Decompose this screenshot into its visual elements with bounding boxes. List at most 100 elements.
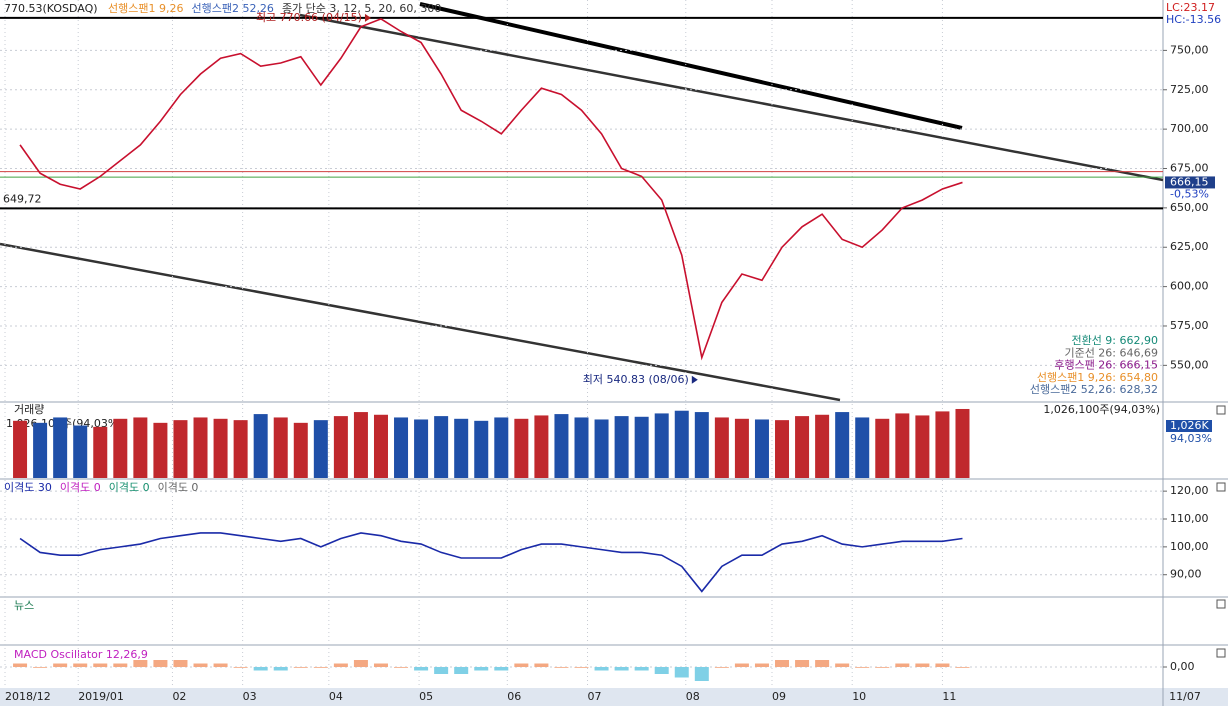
oscillator-bar [474, 667, 489, 671]
oscillator-bar [754, 663, 769, 667]
volume-bar [353, 412, 368, 478]
volume-box-ratio: 94,03% [1170, 432, 1212, 445]
oscillator-bar [795, 660, 810, 667]
indicator-label: 선행스팬2 52,26: 628,32 [1030, 383, 1158, 396]
volume-bar [915, 415, 930, 478]
volume-bar [534, 415, 549, 478]
oscillator-bar [514, 663, 529, 667]
close-icon[interactable] [1216, 599, 1226, 609]
volume-bar [614, 416, 629, 478]
indicator-label: 기준선 26: 646,69 [1064, 346, 1158, 359]
indicator-label: 전환선 9: 662,90 [1071, 334, 1158, 347]
lc-label: LC:23.17 [1166, 1, 1215, 14]
oscillator-bar [955, 667, 970, 668]
volume-bar [514, 418, 529, 478]
volume-bar [33, 422, 48, 478]
legend-entry: 이격도 0 [158, 481, 199, 494]
oscillator-bar [694, 667, 709, 681]
oscillator-bar [414, 667, 429, 671]
oscillator-bar [394, 667, 409, 668]
oscillator-bar [93, 663, 108, 667]
volume-bar [173, 420, 188, 478]
macd-title: MACD Oscillator 12,26,9 [14, 648, 148, 661]
oscillator-bar [835, 663, 850, 667]
volume-bar [875, 418, 890, 478]
volume-bar [153, 422, 168, 478]
x-tick-label: 08 [686, 690, 700, 703]
trend-line [419, 2, 963, 130]
oscillator-bar [133, 660, 148, 667]
x-tick-label: 06 [507, 690, 521, 703]
indicator-label: 후행스팬 26: 666,15 [1054, 359, 1158, 372]
annotation-marker [364, 13, 371, 22]
oscillator-bar [53, 663, 68, 667]
oscillator-bar [614, 667, 629, 671]
indicator-label: 선행스팬1 9,26: 654,80 [1037, 371, 1158, 384]
volume-bar [454, 418, 469, 478]
oscillator-bar [494, 667, 509, 671]
volume-bar [293, 422, 308, 478]
volume-bar [494, 417, 509, 478]
oscillator-bar [634, 667, 649, 671]
volume-box-label: 1,026K [1170, 419, 1209, 432]
oscillator-bar [855, 667, 870, 668]
reference-label: 649,72 [3, 192, 42, 205]
oscillator-bar [594, 667, 609, 671]
volume-bar [634, 416, 649, 478]
y-tick-label: 575,00 [1170, 319, 1209, 332]
volume-bar [895, 413, 910, 478]
oscillator-bar [213, 663, 228, 667]
volume-bar [313, 420, 328, 478]
volume-bar [474, 420, 489, 478]
oscillator-bar [654, 667, 669, 674]
x-tick-label: 03 [243, 690, 257, 703]
volume-bar [955, 408, 970, 478]
volume-bar [233, 420, 248, 478]
oscillator-bar [714, 667, 729, 668]
annotation: 최고 770.66 (04/15) [256, 11, 362, 24]
x-tick-label: 09 [772, 690, 786, 703]
volume-bar [574, 417, 589, 478]
close-icon[interactable] [1216, 648, 1226, 658]
x-tick-label: 04 [329, 690, 343, 703]
last-price-box [1165, 176, 1215, 189]
legend-entry: 선행스팬2 52,26 [191, 2, 273, 15]
oscillator-bar [13, 663, 28, 667]
oscillator-bar [454, 667, 469, 674]
oscillator-bar [935, 663, 950, 667]
oscillator-bar [574, 667, 589, 668]
legend-entry: 종가 단순 3, 12, 5, 20, 60, 300 [282, 2, 441, 15]
y-tick-label: 90,00 [1170, 568, 1202, 581]
y-tick-label: 675,00 [1170, 162, 1209, 175]
volume-bar [113, 418, 128, 478]
oscillator-bar [293, 667, 308, 668]
series-line [19, 532, 963, 593]
series-line [19, 18, 963, 361]
volume-bar [53, 417, 68, 478]
x-tick-label: 11 [942, 690, 956, 703]
x-tick-label: 2018/12 [5, 690, 51, 703]
last-price-label: 666,15 [1170, 175, 1209, 188]
volume-bar [935, 411, 950, 478]
volume-bar [734, 418, 749, 478]
oscillator-bar [915, 663, 930, 667]
hc-label: HC:-13.56 [1166, 13, 1221, 26]
legend-entry: 이격도 30 [4, 481, 52, 494]
legend-entry: 선행스팬1 9,26 [108, 2, 183, 15]
x-tick-label: 10 [852, 690, 866, 703]
close-icon[interactable] [1216, 482, 1226, 492]
oscillator-bar [554, 667, 569, 668]
oscillator-bar [113, 663, 128, 667]
close-icon[interactable] [1216, 405, 1226, 415]
volume-bar [815, 414, 830, 478]
legend-entry: 이격도 0 [60, 481, 101, 494]
volume-bar [73, 425, 88, 478]
volume-bar [654, 413, 669, 478]
change-label: -0,53% [1170, 187, 1209, 200]
last-date: 11/07 [1169, 690, 1201, 703]
volume-box [1166, 420, 1212, 432]
y-tick-label: 550,00 [1170, 358, 1209, 371]
x-tick-label: 05 [419, 690, 433, 703]
oscillator-bar [373, 663, 388, 667]
